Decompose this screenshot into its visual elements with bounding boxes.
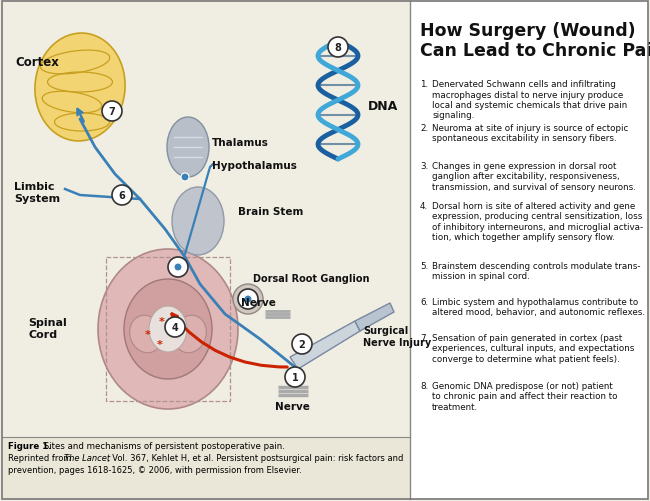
Text: , Vol. 367, Kehlet H, et al. Persistent postsurgical pain: risk factors and: , Vol. 367, Kehlet H, et al. Persistent … xyxy=(107,453,404,462)
Text: treatment.: treatment. xyxy=(432,402,478,411)
Text: spontaneous excitability in sensory fibers.: spontaneous excitability in sensory fibe… xyxy=(432,134,617,143)
Text: Dorsal horn is site of altered activity and gene: Dorsal horn is site of altered activity … xyxy=(432,201,635,210)
Text: 7.: 7. xyxy=(420,333,428,342)
Circle shape xyxy=(328,38,348,58)
Text: 1: 1 xyxy=(292,372,298,382)
Circle shape xyxy=(165,317,185,337)
Circle shape xyxy=(102,102,122,122)
Text: 7: 7 xyxy=(109,107,116,117)
Bar xyxy=(2,437,410,499)
Circle shape xyxy=(292,334,312,354)
Text: Genomic DNA predispose (or not) patient: Genomic DNA predispose (or not) patient xyxy=(432,381,613,390)
Ellipse shape xyxy=(124,280,212,379)
Text: Limbic
System: Limbic System xyxy=(14,182,60,203)
Text: Can Lead to Chronic Pain: Can Lead to Chronic Pain xyxy=(420,42,650,60)
Text: of inhibitory interneurons, and microglial activa-: of inhibitory interneurons, and microgli… xyxy=(432,222,643,231)
Text: 8.: 8. xyxy=(420,381,428,390)
Text: Sensation of pain generated in cortex (past: Sensation of pain generated in cortex (p… xyxy=(432,333,622,342)
Ellipse shape xyxy=(167,118,209,178)
Text: Figure 1.: Figure 1. xyxy=(8,441,51,450)
Text: 1.: 1. xyxy=(420,80,428,89)
Text: transmission, and survival of sensory neurons.: transmission, and survival of sensory ne… xyxy=(432,183,636,191)
Circle shape xyxy=(181,174,189,182)
Text: Cortex: Cortex xyxy=(15,56,59,69)
Text: Thalamus: Thalamus xyxy=(212,138,269,148)
Ellipse shape xyxy=(174,316,206,353)
Text: The Lancet: The Lancet xyxy=(64,453,110,462)
Text: Brainstem descending controls modulate trans-: Brainstem descending controls modulate t… xyxy=(432,262,640,271)
Circle shape xyxy=(168,258,188,278)
Text: 4: 4 xyxy=(172,322,178,332)
Text: Brain Stem: Brain Stem xyxy=(238,206,304,216)
Text: *: * xyxy=(157,339,163,349)
Text: Nerve: Nerve xyxy=(274,401,309,411)
Circle shape xyxy=(174,264,182,272)
Text: 6: 6 xyxy=(119,190,125,200)
Text: 5: 5 xyxy=(175,263,181,273)
Text: Changes in gene expression in dorsal root: Changes in gene expression in dorsal roo… xyxy=(432,162,616,171)
Circle shape xyxy=(112,186,132,205)
Text: *: * xyxy=(145,329,151,339)
Text: Surgical
Nerve Injury: Surgical Nerve Injury xyxy=(363,325,431,347)
Text: 2: 2 xyxy=(298,339,306,349)
Text: 6.: 6. xyxy=(420,298,428,307)
Text: converge to determine what patient feels).: converge to determine what patient feels… xyxy=(432,354,619,363)
Text: mission in spinal cord.: mission in spinal cord. xyxy=(432,272,530,281)
Bar xyxy=(2,2,410,499)
Polygon shape xyxy=(290,321,360,369)
Circle shape xyxy=(238,290,258,310)
Text: expression, producing central sensitization, loss: expression, producing central sensitizat… xyxy=(432,212,642,221)
Text: 4.: 4. xyxy=(420,201,428,210)
Ellipse shape xyxy=(35,34,125,142)
Text: signaling.: signaling. xyxy=(432,111,474,120)
Text: tion, which together amplify sensory flow.: tion, which together amplify sensory flo… xyxy=(432,233,615,242)
Text: Dorsal Root Ganglion: Dorsal Root Ganglion xyxy=(253,274,369,284)
Text: Reprinted from: Reprinted from xyxy=(8,453,74,462)
Text: Spinal
Cord: Spinal Cord xyxy=(28,317,67,339)
Text: altered mood, behavior, and autonomic reflexes.: altered mood, behavior, and autonomic re… xyxy=(432,308,645,317)
Text: Limbic system and hypothalamus contribute to: Limbic system and hypothalamus contribut… xyxy=(432,298,638,307)
Bar xyxy=(106,258,230,401)
Text: Neuroma at site of injury is source of ectopic: Neuroma at site of injury is source of e… xyxy=(432,124,629,133)
Text: 8: 8 xyxy=(335,43,341,53)
Text: DNA: DNA xyxy=(368,100,398,113)
Text: Hypothalamus: Hypothalamus xyxy=(212,161,297,171)
Ellipse shape xyxy=(98,249,238,409)
Polygon shape xyxy=(355,304,394,331)
Circle shape xyxy=(285,367,305,387)
Ellipse shape xyxy=(149,307,187,352)
Text: 3: 3 xyxy=(244,295,252,305)
Text: Nerve: Nerve xyxy=(240,298,276,308)
Circle shape xyxy=(233,285,263,314)
Text: ganglion after excitability, responsiveness,: ganglion after excitability, responsiven… xyxy=(432,172,619,181)
Text: 5.: 5. xyxy=(420,262,428,271)
Circle shape xyxy=(244,296,252,304)
Text: 3.: 3. xyxy=(420,162,428,171)
Text: *: * xyxy=(159,316,165,326)
Ellipse shape xyxy=(130,316,162,353)
Text: experiences, cultural inputs, and expectations: experiences, cultural inputs, and expect… xyxy=(432,344,634,353)
Text: macrophages distal to nerve injury produce: macrophages distal to nerve injury produ… xyxy=(432,90,623,99)
Text: How Surgery (Wound): How Surgery (Wound) xyxy=(420,22,636,40)
Bar xyxy=(410,2,648,499)
Text: local and systemic chemicals that drive pain: local and systemic chemicals that drive … xyxy=(432,101,627,110)
Text: 2.: 2. xyxy=(420,124,428,133)
Text: Sites and mechanisms of persistent postoperative pain.: Sites and mechanisms of persistent posto… xyxy=(41,441,285,450)
Text: prevention, pages 1618-1625, © 2006, with permission from Elsevier.: prevention, pages 1618-1625, © 2006, wit… xyxy=(8,465,302,474)
Text: Denervated Schwann cells and infiltrating: Denervated Schwann cells and infiltratin… xyxy=(432,80,616,89)
Ellipse shape xyxy=(172,188,224,256)
Text: to chronic pain and affect their reaction to: to chronic pain and affect their reactio… xyxy=(432,392,618,401)
